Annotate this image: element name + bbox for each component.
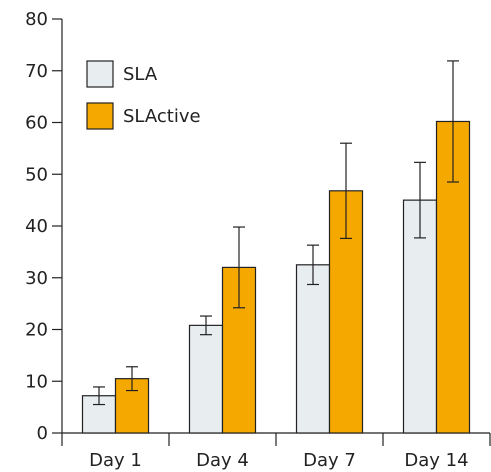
bar [402,199,438,434]
legend-swatch [86,102,114,130]
y-tick-label: 0 [37,423,48,444]
legend-label: SLA [123,64,158,85]
legend-label: SLActive [123,106,201,127]
y-tick-label: 10 [25,371,48,392]
bars [81,60,471,434]
y-tick-label: 80 [25,9,48,30]
y-tick-label: 30 [25,268,48,289]
legend: SLA SLActive [86,60,201,130]
bar [81,395,117,434]
x-tick-label: Day 7 [303,450,356,471]
x-tick-label: Day 14 [404,450,468,471]
y-tick-label: 70 [25,61,48,82]
y-tick-label: 20 [25,320,48,341]
x-tick-label: Day 4 [196,450,249,471]
y-tick-label: 60 [25,113,48,134]
bar [188,324,224,434]
bar [295,264,331,434]
y-axis: 0 10 20 30 40 50 60 70 80 [25,9,63,444]
y-tick-label: 50 [25,164,48,185]
x-axis: Day 1 Day 4 Day 7 Day 14 [61,432,491,471]
legend-swatch [86,60,114,88]
y-tick-label: 40 [25,216,48,237]
x-tick-label: Day 1 [89,450,142,471]
